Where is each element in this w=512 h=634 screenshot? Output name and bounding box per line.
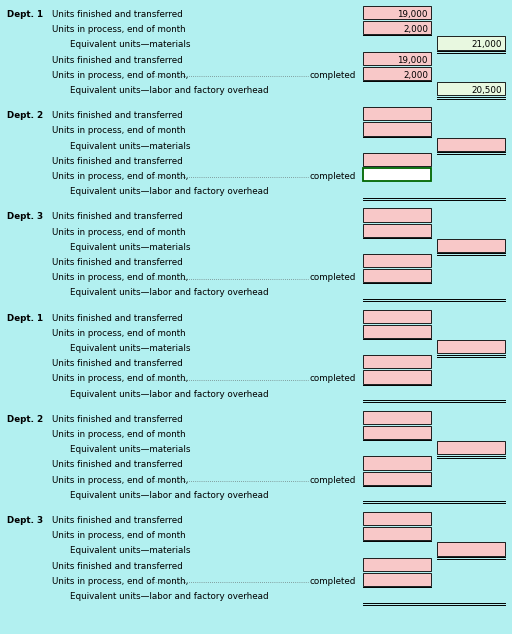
Bar (363, 21, 431, 34)
Bar (363, 107, 431, 120)
Bar (363, 67, 431, 80)
Bar (437, 340, 505, 353)
Text: Equivalent units—materials: Equivalent units—materials (70, 141, 190, 150)
Text: completed: completed (310, 577, 356, 586)
Text: Equivalent units—labor and factory overhead: Equivalent units—labor and factory overh… (70, 288, 269, 297)
Text: Equivalent units—labor and factory overhead: Equivalent units—labor and factory overh… (70, 389, 269, 399)
Text: 19,000: 19,000 (397, 10, 428, 19)
Text: Dept. 1: Dept. 1 (7, 10, 43, 19)
Text: Units in process, end of month: Units in process, end of month (52, 328, 186, 338)
Bar (363, 309, 431, 323)
Text: Units in process, end of month: Units in process, end of month (52, 25, 186, 34)
Bar (363, 472, 431, 485)
Bar (363, 168, 431, 181)
Text: Dept. 1: Dept. 1 (7, 314, 43, 323)
Bar (363, 51, 431, 65)
Text: Units in process, end of month: Units in process, end of month (52, 228, 186, 236)
Bar (437, 441, 505, 455)
Text: Units in process, end of month,: Units in process, end of month, (52, 273, 188, 282)
Bar (363, 6, 431, 19)
Text: Units finished and transferred: Units finished and transferred (52, 562, 183, 571)
Text: Equivalent units—materials: Equivalent units—materials (70, 243, 190, 252)
Bar (363, 426, 431, 439)
Bar (437, 239, 505, 252)
Text: Equivalent units—materials: Equivalent units—materials (70, 344, 190, 353)
Text: Units finished and transferred: Units finished and transferred (52, 460, 183, 469)
Text: Dept. 2: Dept. 2 (7, 111, 43, 120)
Bar (437, 138, 505, 151)
Text: completed: completed (310, 273, 356, 282)
Bar (363, 209, 431, 222)
Bar (437, 82, 505, 95)
Text: completed: completed (310, 476, 356, 484)
Text: Units finished and transferred: Units finished and transferred (52, 415, 183, 424)
Text: 2,000: 2,000 (403, 25, 428, 34)
Text: Equivalent units—labor and factory overhead: Equivalent units—labor and factory overh… (70, 187, 269, 196)
Text: Dept. 3: Dept. 3 (7, 516, 43, 525)
Bar (363, 153, 431, 166)
Bar (363, 269, 431, 282)
Text: 2,000: 2,000 (403, 71, 428, 80)
Text: 19,000: 19,000 (397, 56, 428, 65)
Bar (363, 512, 431, 525)
Bar (363, 325, 431, 338)
Text: Equivalent units—labor and factory overhead: Equivalent units—labor and factory overh… (70, 592, 269, 601)
Text: Units finished and transferred: Units finished and transferred (52, 10, 183, 19)
Text: Equivalent units—labor and factory overhead: Equivalent units—labor and factory overh… (70, 86, 269, 95)
Text: Units finished and transferred: Units finished and transferred (52, 314, 183, 323)
Text: 21,000: 21,000 (472, 41, 502, 49)
Text: Equivalent units—materials: Equivalent units—materials (70, 547, 190, 555)
Text: Units in process, end of month,: Units in process, end of month, (52, 374, 188, 384)
Text: Equivalent units—materials: Equivalent units—materials (70, 41, 190, 49)
Text: Units finished and transferred: Units finished and transferred (52, 212, 183, 221)
Text: Units in process, end of month,: Units in process, end of month, (52, 476, 188, 484)
Text: Units finished and transferred: Units finished and transferred (52, 111, 183, 120)
Text: Units finished and transferred: Units finished and transferred (52, 359, 183, 368)
Bar (363, 557, 431, 571)
Bar (363, 254, 431, 267)
Text: Units finished and transferred: Units finished and transferred (52, 516, 183, 525)
Bar (363, 224, 431, 237)
Bar (437, 36, 505, 49)
Text: Equivalent units—labor and factory overhead: Equivalent units—labor and factory overh… (70, 491, 269, 500)
Text: completed: completed (310, 374, 356, 384)
Bar (363, 122, 431, 136)
Bar (363, 355, 431, 368)
Bar (363, 370, 431, 384)
Text: completed: completed (310, 172, 356, 181)
Bar (363, 527, 431, 540)
Text: Units in process, end of month,: Units in process, end of month, (52, 71, 188, 80)
Text: Units in process, end of month: Units in process, end of month (52, 531, 186, 540)
Text: Units in process, end of month,: Units in process, end of month, (52, 577, 188, 586)
Text: Units finished and transferred: Units finished and transferred (52, 258, 183, 267)
Text: Units finished and transferred: Units finished and transferred (52, 157, 183, 165)
Bar (363, 456, 431, 470)
Text: Dept. 2: Dept. 2 (7, 415, 43, 424)
Text: Units finished and transferred: Units finished and transferred (52, 56, 183, 65)
Text: Units in process, end of month,: Units in process, end of month, (52, 172, 188, 181)
Text: Units in process, end of month: Units in process, end of month (52, 126, 186, 135)
Text: Equivalent units—materials: Equivalent units—materials (70, 445, 190, 454)
Bar (363, 573, 431, 586)
Bar (437, 543, 505, 555)
Bar (363, 411, 431, 424)
Text: 20,500: 20,500 (472, 86, 502, 95)
Text: Dept. 3: Dept. 3 (7, 212, 43, 221)
Text: Units in process, end of month: Units in process, end of month (52, 430, 186, 439)
Text: completed: completed (310, 71, 356, 80)
